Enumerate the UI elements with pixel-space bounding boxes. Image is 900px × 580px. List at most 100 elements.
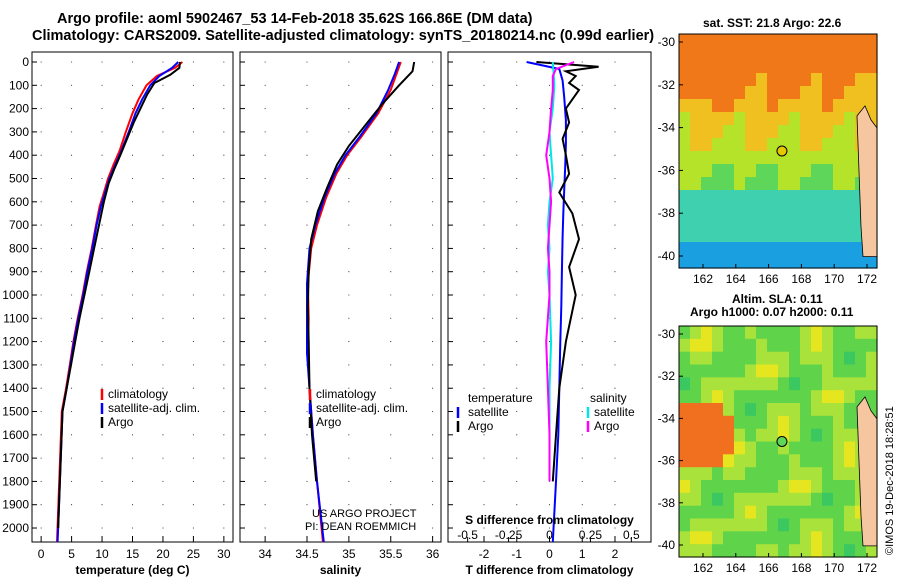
map-cell	[679, 99, 691, 113]
map-cell	[811, 531, 823, 545]
grid-dot	[432, 504, 434, 506]
grid-dot	[40, 247, 42, 249]
map-cell	[811, 73, 823, 87]
grid-dot	[581, 457, 583, 459]
map-cell	[844, 177, 856, 191]
map-cell	[679, 492, 691, 507]
map-cell	[734, 364, 746, 378]
map-cell	[811, 428, 823, 443]
y-tick-label: 1700	[2, 451, 29, 465]
grid-dot	[264, 317, 266, 319]
map-cell	[767, 86, 779, 100]
legend-label: Argo	[316, 415, 342, 429]
grid-dot	[581, 108, 583, 110]
sst-map-field	[679, 34, 878, 269]
grid-dot	[516, 224, 518, 226]
grid-dot	[614, 108, 616, 110]
map-cell	[778, 216, 790, 230]
map-cell	[734, 531, 746, 545]
grid-dot	[192, 224, 194, 226]
map-cell	[833, 86, 845, 100]
map-cell	[833, 242, 845, 256]
grid-dot	[306, 434, 308, 436]
map-cell	[800, 151, 812, 165]
map-cell	[822, 441, 834, 455]
map-cell	[822, 99, 834, 113]
map-cell	[789, 351, 801, 366]
map-cell	[855, 60, 867, 74]
grid-dot	[40, 504, 42, 506]
map-cell	[745, 112, 757, 126]
map-cell	[800, 60, 812, 74]
x-difference-tick-label: 1	[579, 547, 586, 561]
grid-dot	[348, 457, 350, 459]
grid-dot	[223, 154, 225, 156]
map-cell	[833, 467, 845, 481]
grid-dot	[516, 131, 518, 133]
grid-dot	[101, 154, 103, 156]
grid-dot	[264, 247, 266, 249]
map-cell	[822, 229, 834, 243]
grid-dot	[223, 271, 225, 273]
grid-dot	[162, 434, 164, 436]
grid-dot	[483, 108, 485, 110]
map-cell	[690, 428, 702, 443]
grid-dot	[390, 108, 392, 110]
map-cell	[712, 544, 724, 558]
grid-dot	[548, 527, 551, 529]
grid-dot	[131, 108, 134, 110]
map-cell	[734, 403, 746, 417]
map-cell	[690, 454, 702, 468]
grid-dot	[264, 480, 266, 482]
grid-dot	[483, 387, 485, 389]
grid-dot	[71, 201, 73, 203]
map-cell	[811, 112, 823, 126]
map-cell	[723, 34, 735, 48]
grid-dot	[131, 410, 134, 413]
map-cell	[701, 326, 713, 340]
map-cell	[866, 390, 878, 404]
map-cell	[756, 86, 768, 100]
grid-dot	[348, 364, 350, 366]
grid-dot	[101, 131, 103, 133]
map-cell	[844, 338, 856, 353]
map-cell	[745, 138, 757, 152]
grid-dot	[614, 131, 616, 133]
map-cell	[745, 390, 757, 404]
map-cell	[833, 73, 845, 87]
grid-dot	[101, 317, 103, 319]
map-cell	[811, 364, 823, 378]
map-cell	[811, 544, 823, 558]
map-cell	[734, 99, 746, 113]
map-cell	[833, 480, 845, 494]
map-cell	[723, 518, 735, 532]
map-cell	[701, 505, 713, 520]
map-cell	[789, 480, 801, 494]
sla-map-title2: Argo h1000: 0.07 h2000: 0.11	[690, 305, 854, 319]
grid-dot	[264, 177, 266, 180]
map-cell	[745, 164, 757, 178]
map-cell	[712, 112, 724, 126]
map-cell	[833, 338, 845, 353]
map-cell	[789, 164, 801, 178]
map-cell	[800, 505, 812, 520]
map-cell	[811, 151, 823, 165]
grid-dot	[223, 387, 225, 389]
s-axis-tick-label: 0.25	[579, 528, 603, 542]
map-cell	[855, 364, 867, 378]
map-cell	[789, 441, 801, 455]
map-cell	[723, 505, 735, 520]
map-cell	[690, 544, 702, 558]
map-cell	[822, 505, 834, 520]
grid-dot	[162, 317, 164, 319]
map-cell	[811, 242, 823, 256]
map-cell	[690, 377, 702, 391]
map-cell	[822, 255, 834, 269]
map-cell	[811, 441, 823, 455]
grid-dot	[223, 108, 225, 110]
map-cell	[745, 60, 757, 74]
grid-dot	[516, 61, 518, 63]
map-cell	[701, 492, 713, 507]
grid-dot	[614, 61, 616, 63]
grid-dot	[581, 201, 583, 203]
